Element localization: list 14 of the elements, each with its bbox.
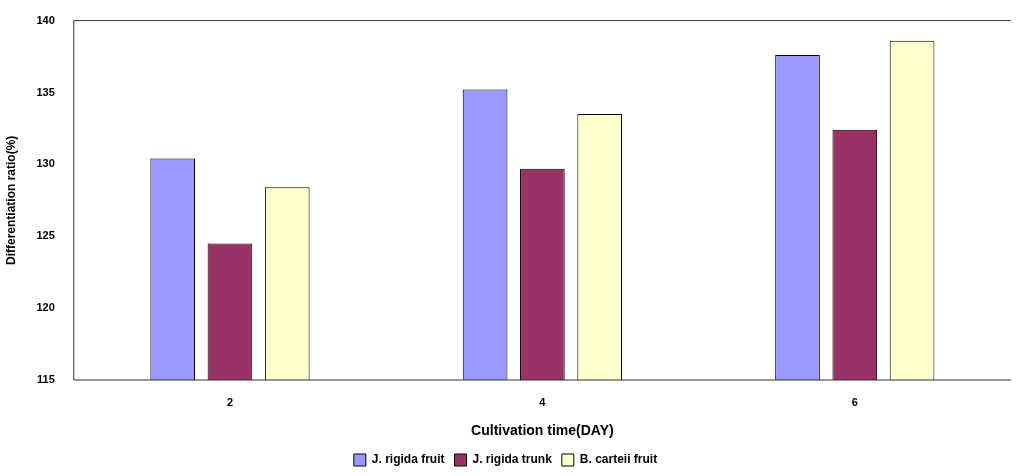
y-tick-label: 130 xyxy=(36,157,55,170)
y-tick-label: 120 xyxy=(36,301,55,314)
x-axis-title: Cultivation time(DAY) xyxy=(471,422,614,439)
x-tick-label: 6 xyxy=(851,395,858,408)
x-tick-label: 2 xyxy=(226,395,234,408)
legend-label: J. rigida fruit xyxy=(371,452,445,467)
y-tick-label: 125 xyxy=(36,229,55,242)
y-tick-label: 140 xyxy=(36,13,55,26)
legend-label: B. carteii fruit xyxy=(579,452,658,467)
y-tick-label: 135 xyxy=(36,85,55,98)
y-tick-label: 115 xyxy=(37,373,55,386)
x-tick-label: 4 xyxy=(539,395,547,408)
y-axis-title: Differentiation ratio(%) xyxy=(3,135,18,265)
legend-label: J. rigida trunk xyxy=(472,452,553,467)
